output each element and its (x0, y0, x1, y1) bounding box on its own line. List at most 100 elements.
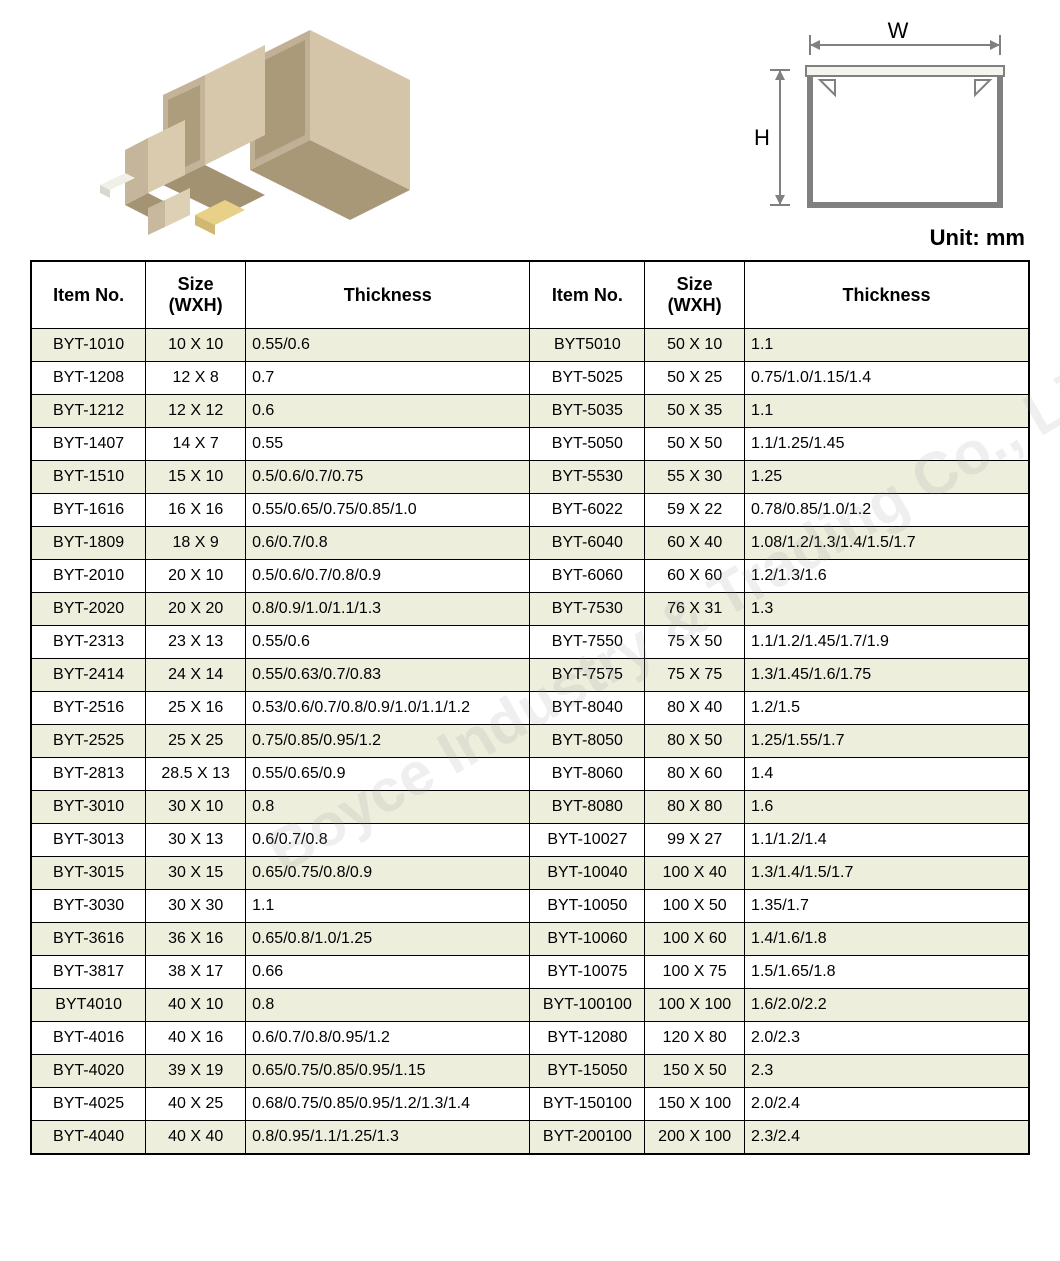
thickness-cell: 0.6/0.7/0.8 (246, 824, 530, 857)
h-label: H (754, 125, 770, 150)
product-image (30, 20, 420, 240)
item-no-cell: BYT-15050 (530, 1055, 645, 1088)
table-row: BYT-151015 X 100.5/0.6/0.7/0.75BYT-55305… (31, 461, 1029, 494)
table-row: BYT-401640 X 160.6/0.7/0.8/0.95/1.2BYT-1… (31, 1022, 1029, 1055)
item-no-cell: BYT-10075 (530, 956, 645, 989)
size-cell: 75 X 50 (645, 626, 745, 659)
item-no-cell: BYT-6022 (530, 494, 645, 527)
thickness-cell: 0.5/0.6/0.7/0.8/0.9 (246, 560, 530, 593)
thickness-cell: 1.6/2.0/2.2 (745, 989, 1029, 1022)
item-no-cell: BYT5010 (530, 329, 645, 362)
thickness-cell: 0.53/0.6/0.7/0.8/0.9/1.0/1.1/1.2 (246, 692, 530, 725)
size-cell: 39 X 19 (146, 1055, 246, 1088)
item-no-cell: BYT-100100 (530, 989, 645, 1022)
table-row: BYT-251625 X 160.53/0.6/0.7/0.8/0.9/1.0/… (31, 692, 1029, 725)
item-no-cell: BYT-2010 (31, 560, 146, 593)
thickness-cell: 0.55/0.65/0.75/0.85/1.0 (246, 494, 530, 527)
size-cell: 50 X 25 (645, 362, 745, 395)
thickness-cell: 1.25/1.55/1.7 (745, 725, 1029, 758)
table-row: BYT-140714 X 70.55BYT-505050 X 501.1/1.2… (31, 428, 1029, 461)
thickness-cell: 2.0/2.3 (745, 1022, 1029, 1055)
item-no-cell: BYT-3013 (31, 824, 146, 857)
item-no-cell: BYT-12080 (530, 1022, 645, 1055)
thickness-cell: 2.3 (745, 1055, 1029, 1088)
thickness-cell: 0.8/0.9/1.0/1.1/1.3 (246, 593, 530, 626)
size-cell: 40 X 40 (146, 1121, 246, 1155)
size-cell: 30 X 13 (146, 824, 246, 857)
thickness-cell: 2.0/2.4 (745, 1088, 1029, 1121)
table-row: BYT-121212 X 120.6BYT-503550 X 351.1 (31, 395, 1029, 428)
item-no-cell: BYT-1809 (31, 527, 146, 560)
thickness-cell: 0.8 (246, 989, 530, 1022)
table-row: BYT-402039 X 190.65/0.75/0.85/0.95/1.15B… (31, 1055, 1029, 1088)
w-label: W (888, 20, 909, 43)
table-row: BYT-241424 X 140.55/0.63/0.7/0.83BYT-757… (31, 659, 1029, 692)
table-row: BYT-252525 X 250.75/0.85/0.95/1.2BYT-805… (31, 725, 1029, 758)
size-cell: 59 X 22 (645, 494, 745, 527)
item-no-cell: BYT-1010 (31, 329, 146, 362)
size-cell: 150 X 50 (645, 1055, 745, 1088)
item-no-cell: BYT-150100 (530, 1088, 645, 1121)
thickness-cell: 0.7 (246, 362, 530, 395)
col-header-item-1: Item No. (31, 261, 146, 329)
size-cell: 50 X 50 (645, 428, 745, 461)
size-cell: 76 X 31 (645, 593, 745, 626)
size-cell: 150 X 100 (645, 1088, 745, 1121)
item-no-cell: BYT-8060 (530, 758, 645, 791)
table-row: BYT401040 X 100.8BYT-100100100 X 1001.6/… (31, 989, 1029, 1022)
size-cell: 24 X 14 (146, 659, 246, 692)
size-cell: 25 X 16 (146, 692, 246, 725)
table-row: BYT-361636 X 160.65/0.8/1.0/1.25BYT-1006… (31, 923, 1029, 956)
size-cell: 10 X 10 (146, 329, 246, 362)
size-cell: 99 X 27 (645, 824, 745, 857)
size-cell: 100 X 100 (645, 989, 745, 1022)
size-cell: 12 X 8 (146, 362, 246, 395)
thickness-cell: 1.1/1.2/1.45/1.7/1.9 (745, 626, 1029, 659)
thickness-cell: 0.78/0.85/1.0/1.2 (745, 494, 1029, 527)
thickness-cell: 0.55 (246, 428, 530, 461)
diagram-section: W H Unit: mm (650, 20, 1030, 251)
table-row: BYT-231323 X 130.55/0.6BYT-755075 X 501.… (31, 626, 1029, 659)
col-header-size-2: Size (WXH) (645, 261, 745, 329)
item-no-cell: BYT-6040 (530, 527, 645, 560)
item-no-cell: BYT-10027 (530, 824, 645, 857)
col-header-item-2: Item No. (530, 261, 645, 329)
table-row: BYT-161616 X 160.55/0.65/0.75/0.85/1.0BY… (31, 494, 1029, 527)
thickness-cell: 2.3/2.4 (745, 1121, 1029, 1155)
size-cell: 75 X 75 (645, 659, 745, 692)
thickness-cell: 0.65/0.8/1.0/1.25 (246, 923, 530, 956)
thickness-cell: 0.66 (246, 956, 530, 989)
item-no-cell: BYT-5530 (530, 461, 645, 494)
size-cell: 20 X 20 (146, 593, 246, 626)
thickness-cell: 0.6 (246, 395, 530, 428)
thickness-cell: 1.2/1.5 (745, 692, 1029, 725)
thickness-cell: 1.25 (745, 461, 1029, 494)
item-no-cell: BYT-200100 (530, 1121, 645, 1155)
thickness-cell: 0.6/0.7/0.8 (246, 527, 530, 560)
item-no-cell: BYT-2414 (31, 659, 146, 692)
size-cell: 100 X 60 (645, 923, 745, 956)
size-cell: 14 X 7 (146, 428, 246, 461)
size-cell: 23 X 13 (146, 626, 246, 659)
table-row: BYT-120812 X 80.7BYT-502550 X 250.75/1.0… (31, 362, 1029, 395)
size-cell: 40 X 25 (146, 1088, 246, 1121)
size-cell: 18 X 9 (146, 527, 246, 560)
size-cell: 120 X 80 (645, 1022, 745, 1055)
thickness-cell: 0.75/0.85/0.95/1.2 (246, 725, 530, 758)
size-cell: 20 X 10 (146, 560, 246, 593)
thickness-cell: 0.68/0.75/0.85/0.95/1.2/1.3/1.4 (246, 1088, 530, 1121)
thickness-cell: 1.3 (745, 593, 1029, 626)
size-cell: 100 X 40 (645, 857, 745, 890)
item-no-cell: BYT-3010 (31, 791, 146, 824)
col-header-size-1: Size (WXH) (146, 261, 246, 329)
item-no-cell: BYT-8050 (530, 725, 645, 758)
item-no-cell: BYT-7530 (530, 593, 645, 626)
thickness-cell: 1.1 (246, 890, 530, 923)
item-no-cell: BYT-4016 (31, 1022, 146, 1055)
item-no-cell: BYT-2516 (31, 692, 146, 725)
thickness-cell: 1.35/1.7 (745, 890, 1029, 923)
item-no-cell: BYT-1616 (31, 494, 146, 527)
item-no-cell: BYT-5035 (530, 395, 645, 428)
item-no-cell: BYT-1208 (31, 362, 146, 395)
thickness-cell: 0.55/0.6 (246, 626, 530, 659)
